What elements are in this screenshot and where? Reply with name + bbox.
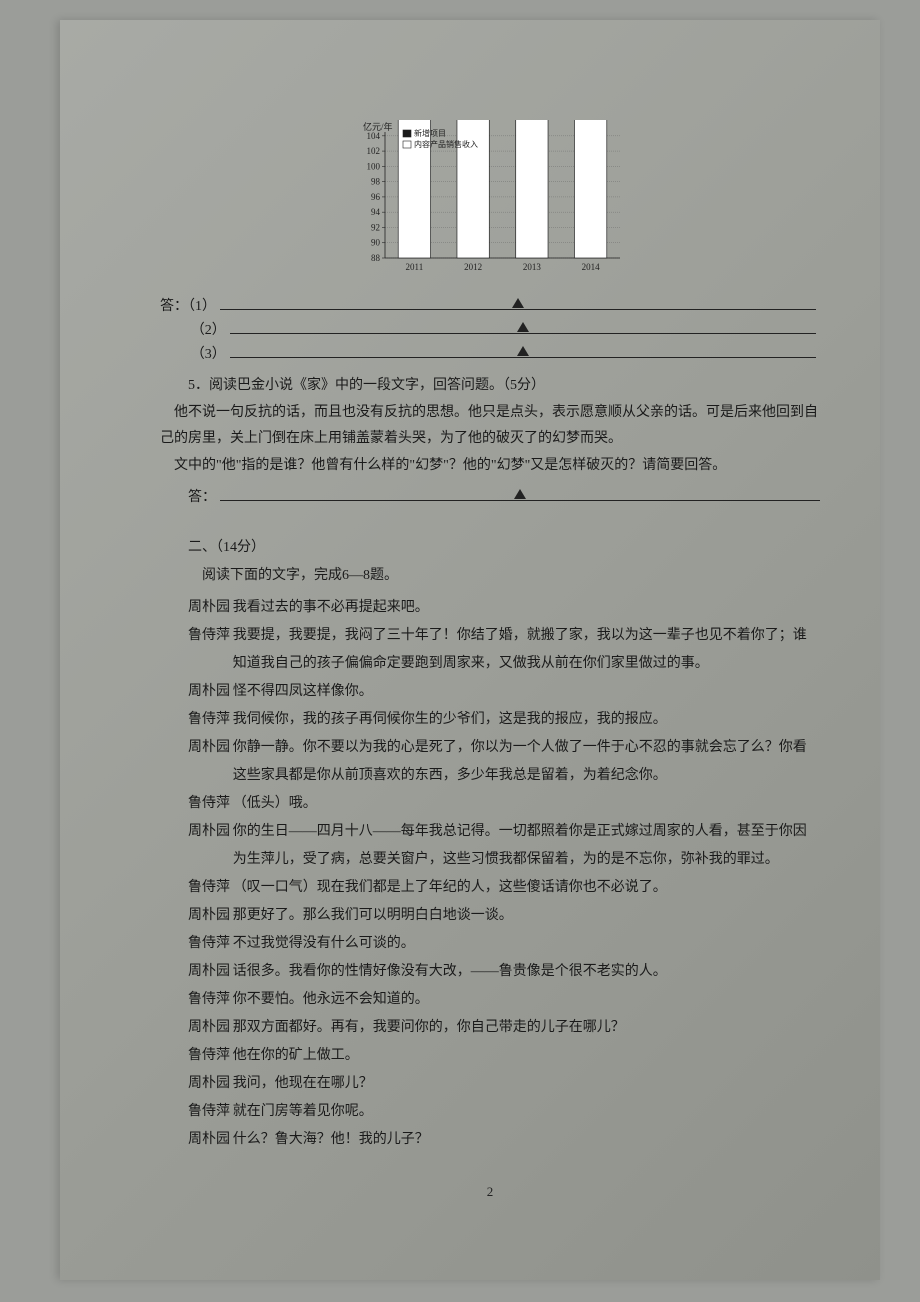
answer-prefix: 答： <box>188 485 216 512</box>
answer-label: （2） <box>191 319 226 339</box>
speech-text: 你静一静。你不要以为我的心是死了，你以为一个人做了一件于心不忍的事就会忘了么？你… <box>233 734 820 790</box>
speaker-name: 周朴园 <box>188 678 233 706</box>
svg-text:92: 92 <box>371 222 380 232</box>
dialogue-line: 周朴园你的生日——四月十八——每年我总记得。一切都照着你是正式嫁过周家的人看，甚… <box>188 818 820 874</box>
dialogue-line: 周朴园我看过去的事不必再提起来吧。 <box>188 594 820 622</box>
speaker-name: 鲁侍萍 <box>188 986 233 1014</box>
speaker-name: 周朴园 <box>188 818 233 846</box>
svg-text:2012: 2012 <box>464 262 482 272</box>
speaker-name: 鲁侍萍 <box>188 622 233 650</box>
q5-answer-line: 答： <box>188 485 820 512</box>
dialogue-line: 鲁侍萍我要提，我要提，我闷了三十年了！你结了婚，就搬了家，我以为这一辈子也见不着… <box>188 622 820 678</box>
answer-line-2: （2） <box>160 319 820 339</box>
triangle-marker <box>517 346 529 356</box>
dialogue-line: 鲁侍萍你不要怕。他永远不会知道的。 <box>188 986 820 1014</box>
blank-line <box>220 296 816 310</box>
dialogue-line: 周朴园那更好了。那么我们可以明明白白地谈一谈。 <box>188 902 820 930</box>
speaker-name: 鲁侍萍 <box>188 1042 233 1070</box>
speech-text: 他在你的矿上做工。 <box>233 1042 820 1070</box>
speech-text: 不过我觉得没有什么可谈的。 <box>233 930 820 958</box>
svg-text:新增项目: 新增项目 <box>414 128 446 138</box>
svg-text:98: 98 <box>371 177 381 187</box>
bar-chart: 亿元/年889092949698100102104201120122013201… <box>350 120 630 280</box>
svg-text:2011: 2011 <box>406 262 424 272</box>
speech-text: 你不要怕。他永远不会知道的。 <box>233 986 820 1014</box>
q5-body2: 文中的"他"指的是谁？他曾有什么样的"幻梦"？他的"幻梦"又是怎样破灭的？请简要… <box>160 453 820 480</box>
speech-text: 我要提，我要提，我闷了三十年了！你结了婚，就搬了家，我以为这一辈子也见不着你了；… <box>233 622 820 678</box>
speaker-name: 鲁侍萍 <box>188 1098 233 1126</box>
svg-text:90: 90 <box>371 238 381 248</box>
speaker-name: 鲁侍萍 <box>188 874 233 902</box>
speaker-name: 周朴园 <box>188 594 233 622</box>
section-2: 二、（14分） 阅读下面的文字，完成6—8题。 周朴园我看过去的事不必再提起来吧… <box>160 534 820 1154</box>
dialogue-line: 周朴园什么？鲁大海？他！我的儿子？ <box>188 1126 820 1154</box>
dialogue-line: 鲁侍萍就在门房等着见你呢。 <box>188 1098 820 1126</box>
speech-text: 你的生日——四月十八——每年我总记得。一切都照着你是正式嫁过周家的人看，甚至于你… <box>233 818 820 874</box>
speech-text: 那双方面都好。再有，我要问你的，你自己带走的儿子在哪儿？ <box>233 1014 820 1042</box>
svg-text:104: 104 <box>367 131 381 141</box>
speech-text: （低头）哦。 <box>233 790 820 818</box>
triangle-marker <box>514 489 526 499</box>
answer-line-1: 答：（1） <box>160 295 820 315</box>
blank-line <box>230 320 816 334</box>
svg-text:内容产品销售收入: 内容产品销售收入 <box>414 139 478 149</box>
dialogue-line: 周朴园那双方面都好。再有，我要问你的，你自己带走的儿子在哪儿？ <box>188 1014 820 1042</box>
section2-sub: 阅读下面的文字，完成6—8题。 <box>160 562 820 590</box>
blank-line <box>230 344 816 358</box>
svg-text:2013: 2013 <box>523 262 542 272</box>
dialogue-line: 鲁侍萍不过我觉得没有什么可谈的。 <box>188 930 820 958</box>
speech-text: 我问，他现在在哪儿？ <box>233 1070 820 1098</box>
speech-text: 怪不得四凤这样像你。 <box>233 678 820 706</box>
svg-text:102: 102 <box>367 146 381 156</box>
svg-text:94: 94 <box>371 207 381 217</box>
answer-block: 答：（1） （2） （3） <box>160 295 820 363</box>
answer-label: （3） <box>191 343 226 363</box>
speech-text: 话很多。我看你的性情好像没有大改，——鲁贵像是个很不老实的人。 <box>233 958 820 986</box>
svg-text:88: 88 <box>371 253 381 263</box>
dialogue-line: 鲁侍萍（叹一口气）现在我们都是上了年纪的人，这些傻话请你也不必说了。 <box>188 874 820 902</box>
question-5: 5．阅读巴金小说《家》中的一段文字，回答问题。（5分） 他不说一句反抗的话，而且… <box>160 373 820 512</box>
speech-text: 那更好了。那么我们可以明明白白地谈一谈。 <box>233 902 820 930</box>
speaker-name: 周朴园 <box>188 902 233 930</box>
dialogue-line: 周朴园我问，他现在在哪儿？ <box>188 1070 820 1098</box>
speaker-name: 鲁侍萍 <box>188 930 233 958</box>
svg-text:96: 96 <box>371 192 381 202</box>
dialogue-line: 周朴园你静一静。你不要以为我的心是死了，你以为一个人做了一件于心不忍的事就会忘了… <box>188 734 820 790</box>
exam-page: 亿元/年889092949698100102104201120122013201… <box>60 20 880 1280</box>
q5-body1: 他不说一句反抗的话，而且也没有反抗的思想。他只是点头，表示愿意顺从父亲的话。可是… <box>160 400 820 453</box>
dialogue-line: 鲁侍萍（低头）哦。 <box>188 790 820 818</box>
speaker-name: 周朴园 <box>188 958 233 986</box>
speaker-name: 周朴园 <box>188 1014 233 1042</box>
speaker-name: 周朴园 <box>188 734 233 762</box>
speech-text: 我伺候你，我的孩子再伺候你生的少爷们，这是我的报应，我的报应。 <box>233 706 820 734</box>
dialogue-line: 鲁侍萍他在你的矿上做工。 <box>188 1042 820 1070</box>
section2-heading: 二、（14分） <box>160 534 820 562</box>
svg-text:2014: 2014 <box>582 262 601 272</box>
triangle-marker <box>512 298 524 308</box>
svg-text:100: 100 <box>367 161 381 171</box>
speaker-name: 周朴园 <box>188 1126 233 1154</box>
dialogue-line: 周朴园话很多。我看你的性情好像没有大改，——鲁贵像是个很不老实的人。 <box>188 958 820 986</box>
speaker-name: 鲁侍萍 <box>188 706 233 734</box>
answer-line-3: （3） <box>160 343 820 363</box>
speech-text: （叹一口气）现在我们都是上了年纪的人，这些傻话请你也不必说了。 <box>233 874 820 902</box>
answer-label: 答：（1） <box>160 295 216 315</box>
triangle-marker <box>517 322 529 332</box>
speech-text: 我看过去的事不必再提起来吧。 <box>233 594 820 622</box>
page-number: 2 <box>160 1184 820 1200</box>
speech-text: 就在门房等着见你呢。 <box>233 1098 820 1126</box>
q5-intro: 5．阅读巴金小说《家》中的一段文字，回答问题。（5分） <box>160 373 820 400</box>
dialogue-line: 鲁侍萍我伺候你，我的孩子再伺候你生的少爷们，这是我的报应，我的报应。 <box>188 706 820 734</box>
dialogue-line: 周朴园怪不得四凤这样像你。 <box>188 678 820 706</box>
speaker-name: 周朴园 <box>188 1070 233 1098</box>
blank-line <box>220 487 820 501</box>
chart-svg: 亿元/年889092949698100102104201120122013201… <box>350 120 630 280</box>
dialogue-block: 周朴园我看过去的事不必再提起来吧。鲁侍萍我要提，我要提，我闷了三十年了！你结了婚… <box>160 594 820 1154</box>
speaker-name: 鲁侍萍 <box>188 790 233 818</box>
speech-text: 什么？鲁大海？他！我的儿子？ <box>233 1126 820 1154</box>
